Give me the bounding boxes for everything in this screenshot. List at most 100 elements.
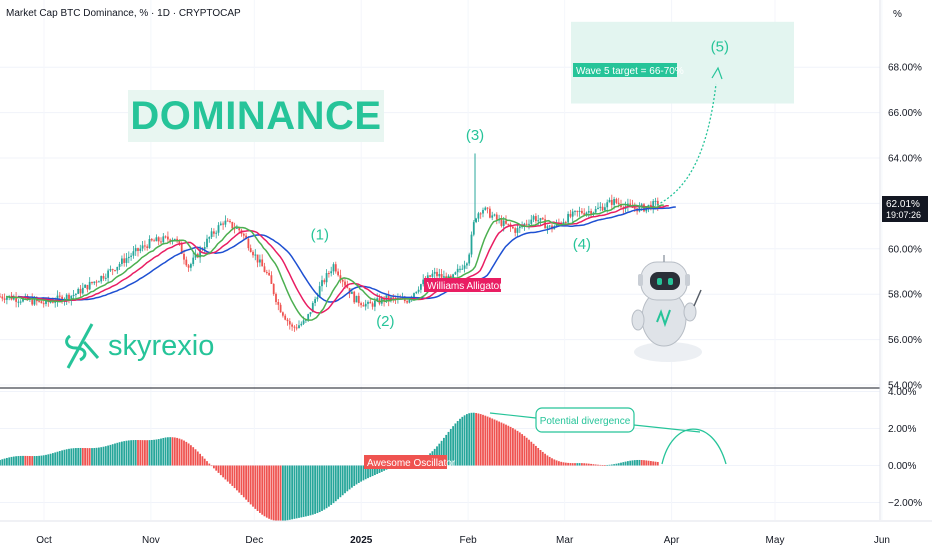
candle-body <box>238 227 241 231</box>
oscillator-bar <box>505 424 507 466</box>
oscillator-bar <box>530 441 533 466</box>
oscillator-bar <box>284 465 287 521</box>
oscillator-bar <box>581 463 583 466</box>
oscillator-bar <box>226 465 229 482</box>
candle-body <box>530 219 533 224</box>
candle-body <box>364 303 367 307</box>
candle-body <box>344 281 346 286</box>
oscillator-bar <box>176 437 178 466</box>
candle-body <box>339 275 342 280</box>
oscillator-bar <box>654 461 657 466</box>
candle-body <box>22 298 24 302</box>
candle-body <box>194 253 197 258</box>
candle-body <box>647 204 650 208</box>
candle-body <box>360 303 362 306</box>
robot-mascot <box>631 255 702 362</box>
oscillator-bar <box>201 456 204 466</box>
candle-body <box>314 299 316 304</box>
candle-body <box>656 200 659 206</box>
candle-body <box>226 220 229 222</box>
countdown-label: 19:07:26 <box>886 210 921 220</box>
oscillator-bar <box>26 455 29 466</box>
candle-body <box>146 246 149 248</box>
oscillator-bar <box>95 447 98 466</box>
candle-body <box>52 301 54 303</box>
candle-body <box>298 325 300 329</box>
oscillator-bar <box>484 415 487 466</box>
candle-body <box>357 295 360 304</box>
candle-body <box>640 204 643 206</box>
candle-body <box>615 199 618 203</box>
oscillator-bar <box>72 448 75 466</box>
candle-body <box>574 210 576 212</box>
candle-body <box>127 256 130 259</box>
candle-body <box>286 319 289 322</box>
candle-body <box>116 266 119 271</box>
oscillator-bar <box>652 461 655 466</box>
oscillator-bar <box>311 465 314 515</box>
oscillator-bar <box>638 459 641 466</box>
oscillator-axis: 4.00% 2.00% 0.00% −2.00% <box>888 387 922 509</box>
candle-body <box>79 288 82 294</box>
oscillator-bar <box>19 455 22 466</box>
oscillator-bar <box>613 464 615 466</box>
candle-body <box>284 315 287 320</box>
oscillator-bar <box>477 413 480 466</box>
candle-body <box>206 238 208 248</box>
oscillator-bar <box>452 426 454 466</box>
oscillator-bar <box>61 450 63 466</box>
skyrexio-logo-icon <box>65 323 100 369</box>
oscillator-tick-label: 4.00% <box>888 387 916 398</box>
candle-body <box>528 223 530 225</box>
oscillator-bar <box>486 416 489 466</box>
candle-body <box>484 207 487 210</box>
oscillator-bar <box>47 454 50 466</box>
time-axis: Oct Nov Dec 2025 Feb Mar Apr May Jun <box>0 520 932 546</box>
candle-body <box>514 228 517 233</box>
candle-body <box>259 259 261 263</box>
chart-title: Market Cap BTC Dominance, % · 1D · CRYPT… <box>6 8 241 19</box>
oscillator-bar <box>590 463 592 466</box>
candle-body <box>571 211 574 217</box>
candle-body <box>587 211 590 213</box>
candle-body <box>346 285 349 288</box>
oscillator-bar <box>167 437 169 466</box>
oscillator-bar <box>286 465 289 521</box>
candle-body <box>277 302 280 305</box>
candle-body <box>387 295 390 301</box>
oscillator-bar <box>215 465 218 471</box>
oscillator-bar <box>606 464 609 466</box>
oscillator-bar <box>445 434 448 466</box>
candle-body <box>318 286 321 298</box>
candle-body <box>54 301 57 303</box>
oscillator-bar <box>8 457 11 466</box>
candle-body <box>578 210 581 212</box>
oscillator-bar <box>288 465 291 520</box>
candle-body <box>608 199 611 203</box>
oscillator-bar <box>79 447 82 466</box>
candle-body <box>272 283 275 294</box>
time-tick-label: May <box>766 535 785 546</box>
oscillator-bar <box>185 441 188 466</box>
annotations: (1) (2) (3) (4) (5) Wave 5 target = 66-70% Wil… <box>311 38 928 469</box>
oscillator-bar <box>81 447 84 466</box>
oscillator-bar <box>171 437 174 466</box>
oscillator-bar <box>357 465 360 483</box>
candle-body <box>351 291 353 294</box>
oscillator-bar <box>233 465 236 489</box>
candle-body <box>254 254 257 256</box>
candle-body <box>564 221 567 223</box>
candle-body <box>141 245 144 249</box>
candle-body <box>279 304 282 313</box>
candle-body <box>629 203 632 206</box>
candle-body <box>210 231 213 238</box>
wave5-target-label: Wave 5 target = 66-70% <box>576 66 684 77</box>
candle-body <box>452 274 454 279</box>
oscillator-bar <box>109 444 112 466</box>
candle-body <box>422 279 425 285</box>
oscillator-bar <box>470 412 473 466</box>
candle-body <box>102 275 105 279</box>
oscillator-bar <box>196 451 199 466</box>
candle-body <box>585 212 588 215</box>
oscillator-bar <box>291 465 293 520</box>
